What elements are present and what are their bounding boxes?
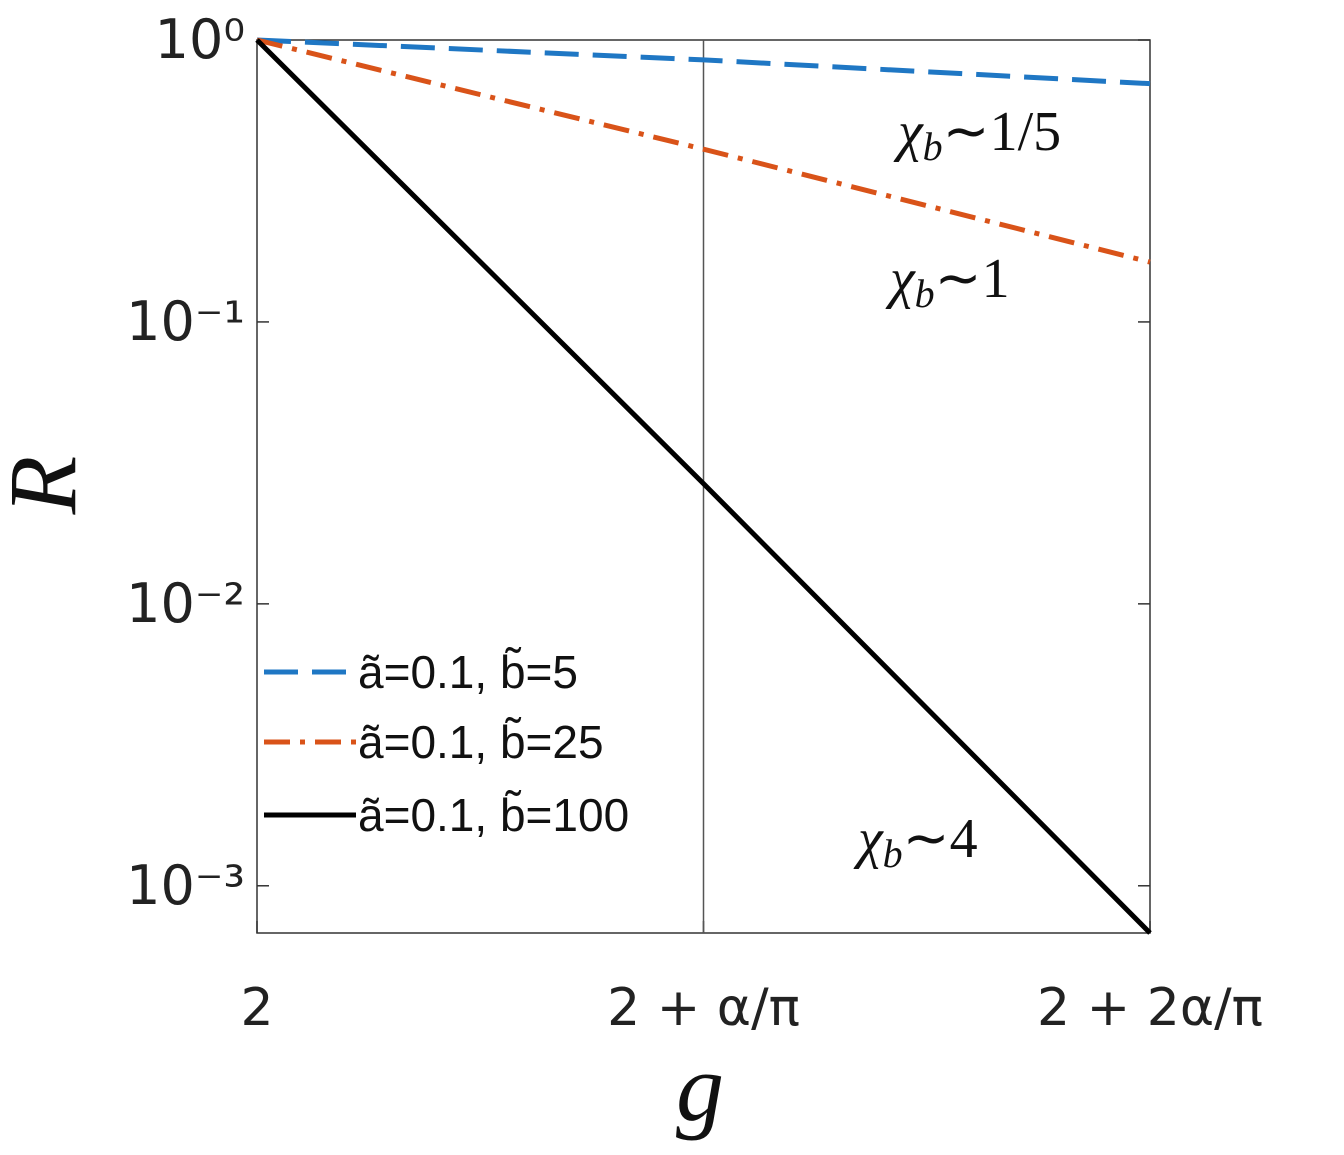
series-line: [255, 38, 1152, 935]
annotation-text: ∼1/5: [943, 101, 1061, 163]
series-line: [256, 37, 1151, 87]
annotation: χb∼4: [853, 808, 978, 876]
x-tick-label: 2 + 2α/π: [1037, 978, 1263, 1038]
annotation-text: ∼1: [935, 248, 1010, 310]
y-tick-label: 10⁻¹: [126, 290, 245, 353]
annotation-subscript: b: [923, 124, 943, 169]
x-tick-label: 2 + α/π: [607, 978, 800, 1038]
annotation: χb∼1/5: [893, 101, 1061, 169]
y-axis-label: R: [0, 456, 96, 516]
series-line: [256, 37, 1151, 265]
annotation-symbol: χ: [885, 248, 916, 310]
legend-label: ã=0.1, b̃=25: [358, 716, 604, 768]
y-tick-label: 10⁰: [155, 8, 245, 71]
legend-label: ã=0.1, b̃=5: [358, 646, 578, 698]
annotation-symbol: χ: [893, 101, 924, 163]
x-tick-label: 2: [240, 978, 273, 1038]
annotation-subscript: b: [883, 831, 903, 876]
annotation-text: ∼4: [903, 808, 978, 870]
annotation-symbol: χ: [853, 808, 884, 870]
y-tick-label: 10⁻²: [126, 572, 245, 635]
annotation-subscript: b: [915, 271, 935, 316]
x-axis-label: g: [676, 1034, 724, 1141]
annotation: χb∼1: [885, 248, 1010, 316]
legend-label: ã=0.1, b̃=100: [358, 789, 629, 841]
y-tick-label: 10⁻³: [126, 854, 245, 917]
